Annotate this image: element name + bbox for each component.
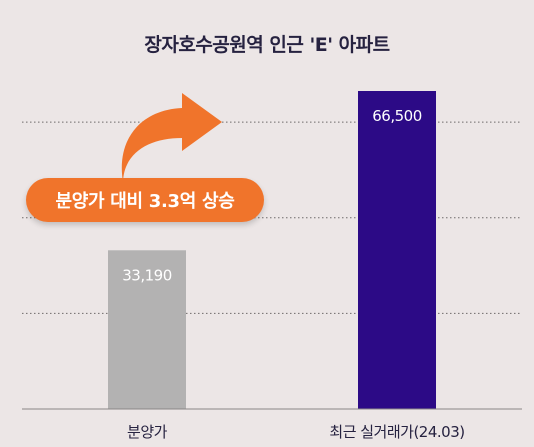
increase-callout: 분양가 대비 3.3억 상승 bbox=[26, 178, 264, 222]
category-label: 분양가 bbox=[127, 423, 168, 441]
bar-value-label: 66,500 bbox=[372, 107, 422, 125]
bar bbox=[108, 250, 186, 409]
category-label: 최근 실거래가(24.03) bbox=[329, 423, 464, 441]
bar bbox=[358, 91, 436, 409]
bar-value-label: 33,190 bbox=[122, 266, 172, 284]
chart-title: 장자호수공원역 인근 'E' 아파트 bbox=[144, 34, 390, 56]
